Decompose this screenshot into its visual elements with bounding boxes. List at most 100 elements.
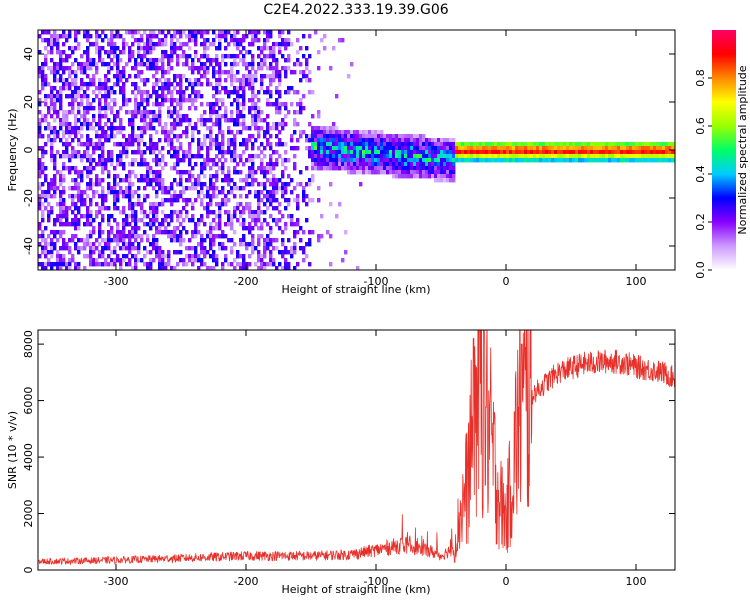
heatmap-cell [365, 138, 369, 143]
heatmap-cell [59, 98, 63, 103]
heatmap-cell [281, 250, 285, 255]
heatmap-cell [179, 258, 183, 263]
heatmap-cell [74, 218, 78, 223]
heatmap-cell [305, 78, 309, 83]
heatmap-cell [62, 198, 66, 203]
heatmap-cell [98, 162, 102, 167]
heatmap-cell [95, 238, 99, 243]
heatmap-cell [275, 150, 279, 155]
heatmap-cell [146, 234, 150, 239]
heatmap-cell [137, 178, 141, 183]
heatmap-cell [338, 146, 342, 151]
heatmap-cell [308, 78, 312, 83]
heatmap-cell [170, 166, 174, 171]
heatmap-cell [131, 122, 135, 127]
heatmap-cell [230, 114, 234, 119]
heatmap-cell [212, 94, 216, 99]
heatmap-cell [392, 158, 396, 163]
heatmap-cell [317, 130, 321, 135]
heatmap-cell [170, 266, 174, 270]
heatmap-cell [293, 154, 297, 159]
heatmap-cell [131, 266, 135, 270]
heatmap-cell [245, 138, 249, 143]
heatmap-cell [272, 66, 276, 71]
heatmap-cell [431, 146, 435, 151]
heatmap-cell [269, 50, 273, 55]
heatmap-cell [233, 158, 237, 163]
heatmap-cell [140, 90, 144, 95]
heatmap-cell [200, 262, 204, 267]
heatmap-cell [215, 262, 219, 267]
heatmap-cell [254, 246, 258, 251]
heatmap-cell [197, 82, 201, 87]
heatmap-cell [317, 238, 321, 243]
heatmap-cell [131, 242, 135, 247]
heatmap-cell [164, 230, 168, 235]
heatmap-cell [143, 142, 147, 147]
heatmap-cell [311, 114, 315, 119]
heatmap-cell [143, 106, 147, 111]
heatmap-cell [353, 158, 357, 163]
heatmap-cell [554, 146, 558, 151]
heatmap-cell [53, 186, 57, 191]
heatmap-cell [359, 158, 363, 163]
heatmap-cell [239, 222, 243, 227]
heatmap-cell [257, 130, 261, 135]
heatmap-cell [389, 150, 393, 155]
heatmap-cell [404, 138, 408, 143]
heatmap-cell [200, 238, 204, 243]
heatmap-cell [212, 106, 216, 111]
heatmap-cell [122, 230, 126, 235]
heatmap-cell [74, 82, 78, 87]
heatmap-cell [299, 246, 303, 251]
heatmap-cell [305, 46, 309, 51]
heatmap-cell [398, 154, 402, 159]
heatmap-cell [143, 210, 147, 215]
heatmap-cell [566, 154, 570, 159]
heatmap-cell [248, 242, 252, 247]
heatmap-cell [497, 154, 501, 159]
heatmap-cell [119, 122, 123, 127]
heatmap-cell [167, 214, 171, 219]
heatmap-cell [140, 174, 144, 179]
heatmap-cell [353, 138, 357, 143]
heatmap-cell [254, 126, 258, 131]
heatmap-cell [248, 174, 252, 179]
heatmap-cell [233, 86, 237, 91]
heatmap-cell [440, 146, 444, 151]
heatmap-cell [668, 154, 672, 159]
heatmap-cell [212, 186, 216, 191]
heatmap-cell [278, 94, 282, 99]
heatmap-cell [74, 118, 78, 123]
heatmap-cell [176, 262, 180, 267]
heatmap-cell [347, 166, 351, 171]
heatmap-cell [41, 62, 45, 67]
heatmap-cell [263, 146, 267, 151]
heatmap-cell [260, 78, 264, 83]
heatmap-cell [101, 158, 105, 163]
heatmap-cell [383, 150, 387, 155]
heatmap-cell [89, 78, 93, 83]
heatmap-cell [107, 126, 111, 131]
heatmap-cell [458, 158, 462, 163]
heatmap-cell [356, 134, 360, 139]
heatmap-cell [194, 50, 198, 55]
heatmap-cell [548, 146, 552, 151]
heatmap-cell [131, 162, 135, 167]
heatmap-cell [59, 78, 63, 83]
heatmap-cell [407, 162, 411, 167]
heatmap-cell [275, 90, 279, 95]
heatmap-cell [65, 206, 69, 211]
heatmap-cell [83, 34, 87, 39]
heatmap-cell [605, 158, 609, 163]
heatmap-cell [140, 210, 144, 215]
heatmap-cell [359, 130, 363, 135]
heatmap-cell [293, 266, 297, 270]
heatmap-cell [62, 150, 66, 155]
heatmap-cell [44, 46, 48, 51]
heatmap-cell [77, 206, 81, 211]
heatmap-cell [155, 214, 159, 219]
heatmap-cell [158, 226, 162, 231]
heatmap-cell [59, 154, 63, 159]
heatmap-cell [149, 258, 153, 263]
